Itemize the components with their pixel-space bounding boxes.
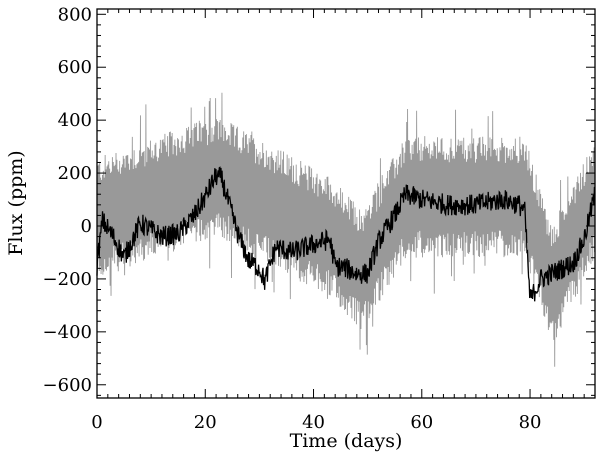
y-tick-label: −400 bbox=[43, 322, 92, 343]
x-tick-label: 60 bbox=[410, 412, 433, 433]
series-layer bbox=[96, 92, 596, 367]
y-axis-title: Flux (ppm) bbox=[5, 150, 27, 255]
y-tick-label: 200 bbox=[58, 163, 92, 184]
y-tick-label: −600 bbox=[43, 375, 92, 396]
x-axis-title: Time (days) bbox=[290, 430, 403, 452]
y-tick-label: −200 bbox=[43, 269, 92, 290]
x-tick-label: 40 bbox=[302, 412, 325, 433]
y-tick-label: 600 bbox=[58, 57, 92, 78]
series-smoothed-flux bbox=[96, 166, 596, 302]
plot-frame bbox=[96, 8, 596, 399]
tick-labels: 0 20 40 60 80 −600 −400 −200 0 200 400 600 800 bbox=[43, 4, 542, 433]
x-tick-label: 80 bbox=[519, 412, 542, 433]
y-tick-label: 400 bbox=[58, 110, 92, 131]
y-tick-label: 800 bbox=[58, 4, 92, 25]
x-tick-label: 0 bbox=[91, 412, 102, 433]
ticks-layer bbox=[96, 9, 595, 398]
x-tick-label: 20 bbox=[194, 412, 217, 433]
y-tick-label: 0 bbox=[81, 216, 92, 237]
